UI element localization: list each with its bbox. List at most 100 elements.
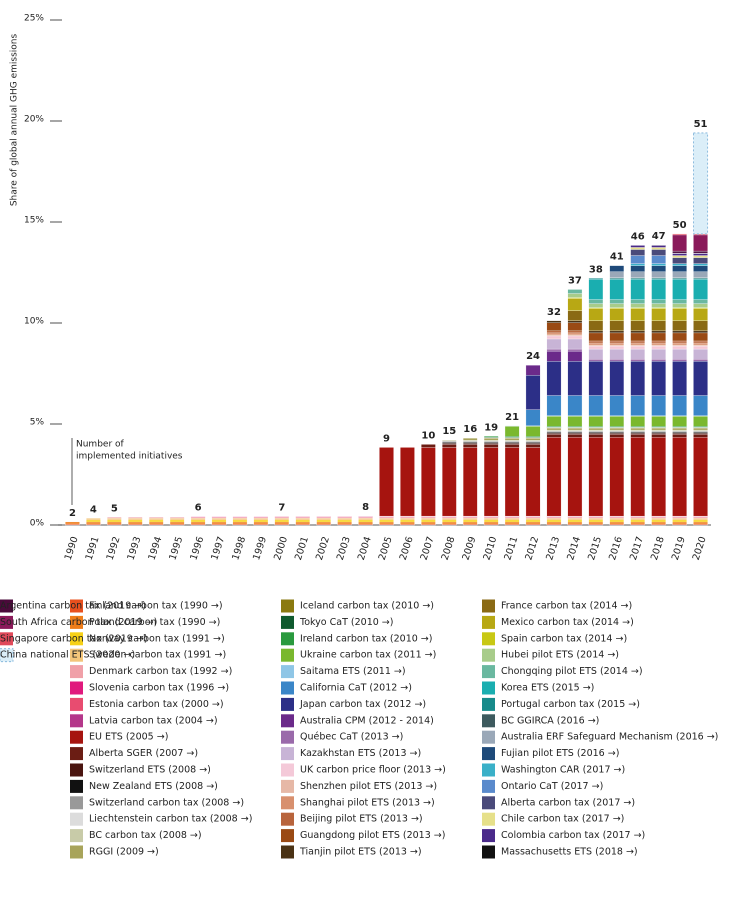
bar-segment (610, 433, 624, 434)
count-label: 19 (484, 422, 498, 433)
bar-segment (505, 517, 519, 518)
bar-segment (505, 518, 519, 520)
count-label: 50 (673, 220, 687, 231)
legend-swatch (482, 747, 495, 760)
bar-segment (652, 279, 666, 299)
bar-segment (149, 517, 163, 518)
legend-label: Australia CPM (2012 - 2014) (300, 715, 434, 726)
legend-label: Tokyo CaT (2010 →) (299, 617, 393, 628)
x-tick-label: 2015 (586, 535, 604, 561)
bar-segment (254, 524, 268, 525)
bar-segment (568, 333, 582, 335)
x-tick-label: 1996 (188, 535, 206, 561)
bar-segment (610, 321, 624, 331)
bar-segment (526, 447, 540, 516)
bar-segment (212, 517, 226, 518)
x-tick-label: 2014 (565, 535, 583, 561)
bar-segment (400, 518, 414, 520)
bar-segment (128, 520, 142, 522)
bar-segment (693, 359, 707, 361)
bar-segment (463, 522, 477, 524)
bar-segment (505, 447, 519, 516)
legend-label: Fujian pilot ETS (2016 →) (501, 748, 619, 759)
legend-swatch (482, 764, 495, 777)
legend-swatch (281, 731, 294, 744)
count-label: 9 (383, 433, 390, 444)
bar-segment (693, 349, 707, 359)
bar-segment (505, 522, 519, 524)
bar-segment (589, 517, 603, 518)
count-label: 8 (362, 502, 369, 513)
bar-segment (672, 416, 686, 426)
bar-segment (589, 343, 603, 345)
count-label: 41 (610, 252, 624, 263)
bar-segment (568, 294, 582, 298)
bar-segment (631, 279, 645, 299)
bar-segment (379, 518, 393, 520)
bar-segment (191, 517, 205, 518)
bar-segment (693, 331, 707, 333)
y-tick-label: 10% (24, 317, 44, 327)
bar-segment (463, 517, 477, 518)
bar-segment (693, 517, 707, 518)
bar-segment (672, 264, 686, 266)
bar-segment (693, 309, 707, 321)
bar-segment (672, 266, 686, 272)
bar-segment (149, 524, 163, 525)
bar-segment (589, 428, 603, 430)
legend-label: Latvia carbon tax (2004 →) (89, 715, 218, 726)
bar-segment (86, 522, 100, 524)
x-tick-label: 2019 (670, 535, 688, 561)
bar-segment (86, 520, 100, 522)
x-tick-label: 2005 (377, 535, 395, 561)
bar-segment (170, 522, 184, 524)
bar-segment (484, 436, 498, 437)
bar-segment (652, 245, 666, 247)
count-label: 2 (69, 508, 76, 519)
bar-segment (693, 272, 707, 278)
legend-label: RGGI (2009 →) (89, 847, 159, 858)
bar-segment (568, 336, 582, 339)
bar-segment (547, 428, 561, 430)
bar-segment (505, 520, 519, 522)
x-tick-label: 1997 (209, 535, 227, 561)
bar-segment (672, 437, 686, 516)
x-tick-label: 2011 (502, 535, 520, 561)
bar-segment (610, 359, 624, 361)
bar-segment (191, 518, 205, 520)
bar-segment (610, 520, 624, 522)
bar-segment (275, 522, 289, 524)
bar-segment (463, 518, 477, 520)
bar-segment (547, 416, 561, 426)
bar-segment (421, 520, 435, 522)
bar-segment (652, 278, 666, 279)
legend-label: Portugal carbon tax (2015 →) (501, 699, 640, 710)
bar-segment (212, 524, 226, 525)
bar-segment (568, 298, 582, 299)
bar-segment (610, 266, 624, 272)
legend-swatch (482, 714, 495, 727)
y-tick-label: 5% (30, 418, 45, 428)
bar-segment (484, 522, 498, 524)
bar-segment (65, 522, 79, 524)
bar-segment (652, 437, 666, 516)
bar-segment (191, 524, 205, 525)
bar-segment (610, 361, 624, 395)
bar-segment (547, 430, 561, 431)
legend-label: Chile carbon tax (2017 →) (501, 814, 624, 825)
bar-segment (672, 234, 686, 235)
legend-swatch (281, 632, 294, 645)
bar-segment (652, 522, 666, 524)
bar-segment (442, 440, 456, 441)
bar-segment (526, 365, 540, 375)
legend-label: Iceland carbon tax (2010 →) (300, 601, 434, 612)
x-tick-label: 2001 (293, 535, 311, 561)
bar-segment (526, 442, 540, 443)
bar-segment (672, 346, 686, 349)
bar-segment (254, 520, 268, 522)
bar-segment (568, 311, 582, 321)
legend-swatch (70, 829, 83, 842)
x-tick-label: 2020 (691, 535, 709, 561)
x-tick-label: 1994 (147, 535, 165, 561)
bar-segment (421, 518, 435, 520)
